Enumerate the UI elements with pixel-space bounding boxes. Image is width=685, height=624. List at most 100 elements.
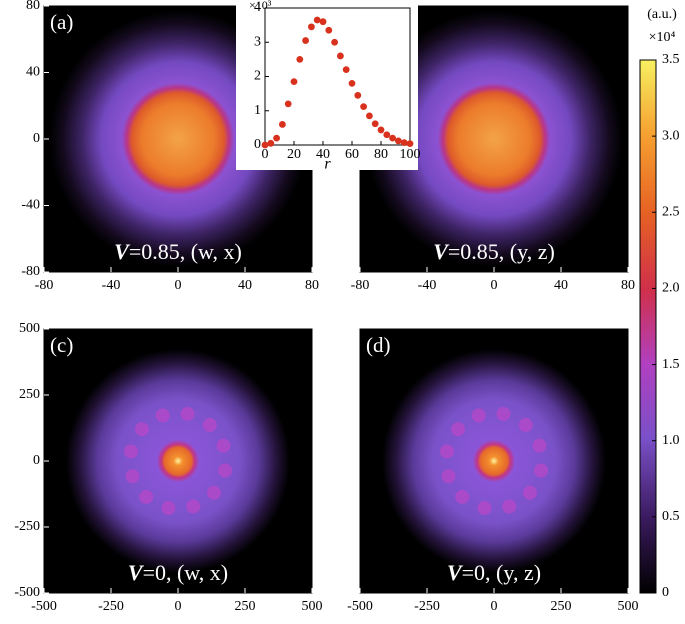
colorbar-tick-label: 2.5 [662, 205, 680, 220]
density-spot [123, 444, 138, 459]
data-point [383, 131, 391, 139]
y-tick-label: 500 [19, 321, 40, 336]
x-tick-label: 100 [400, 147, 421, 162]
data-point [308, 23, 315, 31]
density-spot [135, 422, 150, 437]
data-point [377, 126, 385, 134]
density-spot [125, 469, 140, 484]
y-tick-label: 2 [254, 69, 261, 84]
x-tick-label: -250 [414, 599, 440, 614]
annotation: V=0, (y, z) [447, 560, 541, 585]
y-tick-label: 3 [254, 34, 261, 49]
data-point [325, 26, 333, 34]
colorbar-tick-label: 0 [662, 585, 669, 600]
y-tick-label: 80 [26, 0, 40, 13]
density [382, 349, 606, 573]
density-spot [161, 501, 176, 516]
density [66, 349, 290, 573]
y-tick-label: 40 [26, 65, 40, 80]
heatmap [44, 329, 312, 593]
density-spot [534, 463, 549, 478]
density-spot [502, 499, 517, 514]
annotation: V=0.85, (w, x) [114, 239, 242, 264]
x-tick-label: 40 [316, 147, 330, 162]
density-spot [206, 485, 221, 500]
y-tick-label: 1 [254, 103, 261, 118]
data-point [331, 38, 338, 46]
y-tick-label: 250 [19, 387, 40, 402]
data-point [348, 79, 356, 87]
x-tick-label: 0 [491, 599, 498, 614]
x-tick-label: -80 [351, 278, 370, 293]
x-tick-label: 80 [305, 278, 319, 293]
colorbar-tick-label: 1.0 [662, 433, 680, 448]
panel-label: (a) [50, 10, 73, 34]
y-tick-label: 4 [254, 0, 261, 15]
annotation-text: =0, (y, z) [462, 560, 541, 585]
annotation-var: V [433, 239, 450, 264]
density-spot [139, 489, 154, 504]
colorbar-tick-label: 0.5 [662, 509, 680, 524]
density-spot [532, 438, 547, 453]
density-spot [455, 489, 470, 504]
annotation-var: V [114, 239, 131, 264]
density-spot [216, 438, 231, 453]
annotation-var: V [128, 560, 145, 585]
data-point [273, 134, 280, 142]
data-point [313, 16, 321, 24]
y-tick-label: 0 [254, 137, 261, 152]
data-point [395, 137, 402, 145]
panel-label: (c) [50, 333, 73, 357]
colorbar [639, 59, 657, 594]
x-tick-label: 0 [262, 147, 269, 162]
annotation-text: =0, (w, x) [143, 560, 229, 585]
colorbar-tick-label: 3.0 [662, 128, 680, 143]
density-spot [522, 485, 537, 500]
x-tick-label: 500 [302, 599, 323, 614]
x-tick-label: -250 [98, 599, 124, 614]
density-spot [471, 408, 486, 423]
x-tick-label: -80 [35, 278, 54, 293]
x-tick-label: 80 [621, 278, 635, 293]
annotation-text: =0.85, (w, x) [129, 239, 242, 264]
density-spot [218, 463, 233, 478]
density [366, 11, 622, 267]
y-multiplier: ×10³ [249, 0, 272, 12]
colorbar-tick-label: 1.5 [662, 357, 680, 372]
data-point [371, 120, 379, 128]
x-tick-label: -500 [31, 599, 57, 614]
annotation: V=0, (w, x) [128, 560, 228, 585]
x-tick-label: 250 [235, 599, 256, 614]
data-point [261, 141, 269, 149]
x-axis-label: r [324, 156, 331, 173]
x-tick-label: 0 [175, 278, 182, 293]
data-point [279, 121, 286, 128]
x-tick-label: 40 [238, 278, 252, 293]
y-tick-label: 0 [33, 131, 40, 146]
data-point [302, 37, 309, 44]
heatmap [360, 329, 628, 593]
density-spot [186, 499, 201, 514]
annotation: V=0.85, (y, z) [433, 239, 555, 264]
y-tick-label: -40 [21, 198, 40, 213]
x-tick-label: 20 [287, 147, 301, 162]
x-tick-label: 80 [374, 147, 388, 162]
colorbar-tick-label: 3.5 [662, 52, 680, 67]
y-tick-label: -80 [21, 264, 40, 279]
x-tick-label: -40 [418, 278, 437, 293]
panel-label: (d) [366, 333, 391, 357]
x-tick-label: 0 [491, 278, 498, 293]
density-spot [439, 444, 454, 459]
data-point [342, 66, 350, 74]
data-point [354, 91, 362, 99]
data-point [284, 100, 292, 108]
data-point [290, 78, 298, 86]
density-spot [155, 408, 170, 423]
data-point [360, 103, 367, 111]
y-tick-label: -250 [14, 519, 40, 534]
data-point [319, 18, 327, 26]
data-point [366, 112, 373, 120]
x-tick-label: -500 [347, 599, 373, 614]
density-spot [451, 422, 466, 437]
